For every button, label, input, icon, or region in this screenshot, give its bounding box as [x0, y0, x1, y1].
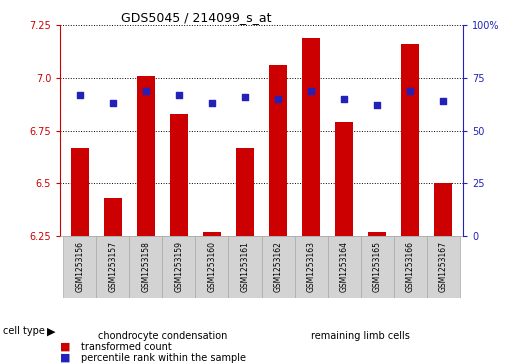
Bar — [229, 236, 262, 298]
Bar — [236, 147, 254, 236]
Text: ■: ■ — [60, 342, 71, 352]
Bar — [327, 236, 360, 298]
Text: chondrocyte condensation: chondrocyte condensation — [98, 331, 227, 341]
Point — [373, 102, 381, 108]
Text: GSM1253167: GSM1253167 — [439, 241, 448, 292]
Bar — [196, 236, 229, 298]
Point — [175, 92, 183, 98]
Text: GSM1253161: GSM1253161 — [241, 241, 249, 292]
Text: GSM1253166: GSM1253166 — [405, 241, 415, 292]
Text: GSM1253156: GSM1253156 — [75, 241, 84, 292]
Text: GSM1253164: GSM1253164 — [339, 241, 348, 292]
Bar — [137, 76, 155, 236]
Text: ■: ■ — [60, 352, 71, 363]
Text: remaining limb cells: remaining limb cells — [311, 331, 410, 341]
Bar — [104, 198, 122, 236]
Bar — [335, 122, 353, 236]
Text: GSM1253159: GSM1253159 — [175, 241, 184, 292]
Bar — [170, 114, 188, 236]
Point — [142, 88, 150, 94]
Point — [109, 101, 117, 106]
Bar — [96, 236, 130, 298]
Point — [307, 88, 315, 94]
Bar — [294, 236, 327, 298]
Bar — [130, 236, 163, 298]
Text: percentile rank within the sample: percentile rank within the sample — [81, 352, 246, 363]
Point — [76, 92, 84, 98]
Point — [241, 94, 249, 100]
Bar — [63, 236, 96, 298]
Bar — [302, 38, 320, 236]
Bar — [203, 232, 221, 236]
Text: cell type: cell type — [3, 326, 44, 336]
Bar — [368, 232, 386, 236]
Text: ▶: ▶ — [47, 326, 55, 336]
Point — [274, 96, 282, 102]
Text: GSM1253160: GSM1253160 — [208, 241, 217, 292]
Bar — [401, 44, 419, 236]
Bar — [163, 236, 196, 298]
Bar — [427, 236, 460, 298]
Bar — [262, 236, 294, 298]
Bar — [269, 65, 287, 236]
Bar — [393, 236, 427, 298]
Text: GSM1253157: GSM1253157 — [108, 241, 118, 292]
Bar — [71, 147, 89, 236]
Bar — [434, 183, 452, 236]
Text: GSM1253162: GSM1253162 — [274, 241, 282, 292]
Text: GSM1253163: GSM1253163 — [306, 241, 315, 292]
Text: GDS5045 / 214099_s_at: GDS5045 / 214099_s_at — [120, 11, 271, 24]
Text: transformed count: transformed count — [81, 342, 172, 352]
Text: GSM1253158: GSM1253158 — [141, 241, 151, 292]
Point — [340, 96, 348, 102]
Point — [439, 98, 447, 104]
Text: GSM1253165: GSM1253165 — [372, 241, 382, 292]
Bar — [360, 236, 393, 298]
Point — [208, 101, 216, 106]
Point — [406, 88, 414, 94]
